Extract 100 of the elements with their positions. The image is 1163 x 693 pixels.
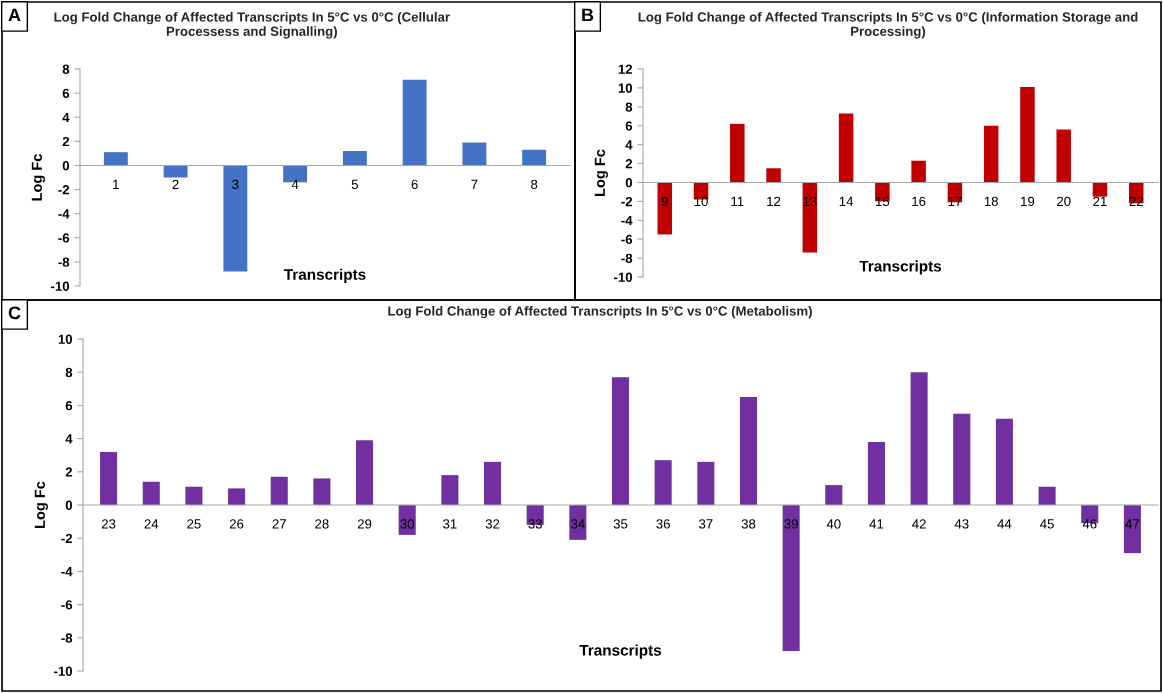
x-tick-label: 3	[232, 179, 239, 190]
x-tick-label: 7	[471, 179, 478, 189]
bar	[983, 125, 999, 183]
y-tick-label: -4	[621, 215, 633, 226]
y-tick-label: -10	[51, 281, 70, 291]
text: A	[8, 8, 21, 22]
x-tick-label: 21	[1093, 196, 1107, 206]
y-tick-label: -8	[61, 633, 73, 643]
bar	[270, 476, 288, 505]
x-tick-label: 43	[954, 519, 969, 529]
y-tick-label: -10	[614, 272, 633, 282]
text: C	[8, 306, 21, 320]
bar	[356, 440, 374, 505]
y-tick-label: 2	[62, 136, 70, 147]
bar	[342, 150, 367, 166]
bar	[697, 461, 715, 505]
y-tick-label: 0	[62, 161, 70, 171]
x-tick-label: 5	[351, 179, 358, 190]
x-tick-label: 19	[1021, 196, 1035, 207]
x-axis-title: Transcripts	[579, 644, 662, 659]
y-tick-label: 6	[62, 88, 70, 99]
x-tick-label: 4	[291, 179, 299, 189]
x-tick-label: 12	[767, 196, 781, 206]
x-tick-label: 1	[113, 179, 119, 189]
x-tick-label: 34	[571, 519, 585, 529]
x-tick-label: 42	[912, 519, 926, 529]
x-tick-label: 25	[187, 519, 201, 529]
x-tick-label: 20	[1057, 196, 1071, 207]
x-tick-label: 45	[1040, 519, 1054, 529]
bar	[838, 113, 854, 183]
y-tick-label: -4	[61, 567, 73, 577]
y-tick-label: -4	[58, 209, 70, 219]
y-tick-label: 10	[618, 83, 633, 93]
x-tick-label: 40	[826, 519, 841, 529]
y-tick-label: -2	[621, 196, 633, 207]
bar	[782, 505, 800, 652]
bar	[825, 485, 843, 505]
bar	[1038, 486, 1056, 505]
x-tick-label: 10	[694, 196, 708, 207]
y-tick-label: -8	[621, 253, 633, 263]
x-tick-label: 36	[656, 519, 670, 529]
bar	[441, 475, 459, 505]
x-tick-label: 39	[784, 519, 798, 529]
y-tick-label: -6	[621, 234, 633, 245]
y-tick-label: 2	[65, 467, 73, 477]
bar	[766, 168, 781, 183]
bar	[953, 413, 971, 505]
bar	[223, 165, 248, 272]
bar	[228, 488, 246, 505]
bar	[611, 377, 630, 505]
x-tick-label: 8	[531, 179, 538, 190]
x-tick-label: 27	[272, 519, 286, 529]
y-tick-label: 8	[62, 64, 70, 74]
bar	[730, 123, 745, 183]
y-tick-label: 8	[65, 367, 73, 378]
y-tick-label: 4	[62, 112, 70, 122]
bar	[657, 182, 673, 235]
y-tick-label: -8	[58, 257, 70, 267]
bar	[483, 461, 502, 505]
x-tick-label: 23	[101, 519, 116, 529]
y-tick-label: -2	[61, 533, 73, 543]
y-tick-label: 12	[618, 64, 633, 74]
y-axis-title: Log Fc	[594, 149, 608, 196]
y-tick-label: 2	[625, 159, 633, 169]
bar	[103, 152, 128, 166]
y-axis-title: Log Fc	[31, 154, 45, 201]
bar	[911, 160, 926, 183]
bar	[1020, 86, 1035, 183]
y-tick-label: 6	[65, 400, 73, 411]
x-tick-label: 18	[984, 196, 998, 207]
x-tick-label: 47	[1125, 519, 1140, 529]
bar	[313, 478, 331, 505]
bar	[522, 149, 547, 166]
x-tick-label: 2	[172, 179, 179, 189]
bar	[100, 451, 118, 505]
bar	[163, 165, 188, 178]
x-tick-label: 28	[315, 519, 329, 529]
bar	[185, 486, 203, 505]
y-tick-label: 10	[58, 334, 73, 344]
y-tick-label: 0	[625, 178, 633, 188]
x-tick-label: 32	[485, 519, 500, 529]
bar	[462, 142, 487, 166]
y-tick-label: 8	[625, 102, 633, 112]
x-tick-label: 30	[400, 519, 415, 529]
x-tick-label: 11	[731, 196, 744, 206]
bar	[1123, 505, 1141, 554]
bar	[802, 182, 818, 253]
chart-title: Log Fold Change of Affected Transcripts In 5°C vs 0°C (Information Storage and Processing)	[638, 12, 1138, 39]
chart-title: Log Fold Change of Affected Transcripts In 5°C vs 0°C (Metabolism)	[388, 306, 812, 319]
x-tick-label: 24	[144, 519, 159, 529]
bar	[1092, 182, 1108, 197]
y-tick-label: 6	[625, 121, 633, 131]
x-tick-label: 31	[443, 519, 457, 529]
bar	[402, 79, 427, 166]
x-tick-label: 37	[698, 519, 713, 529]
x-tick-label: 38	[741, 519, 756, 529]
y-tick-label: -6	[61, 600, 73, 610]
bar	[142, 481, 160, 505]
x-tick-label: 35	[613, 519, 628, 529]
x-tick-label: 29	[357, 519, 372, 529]
